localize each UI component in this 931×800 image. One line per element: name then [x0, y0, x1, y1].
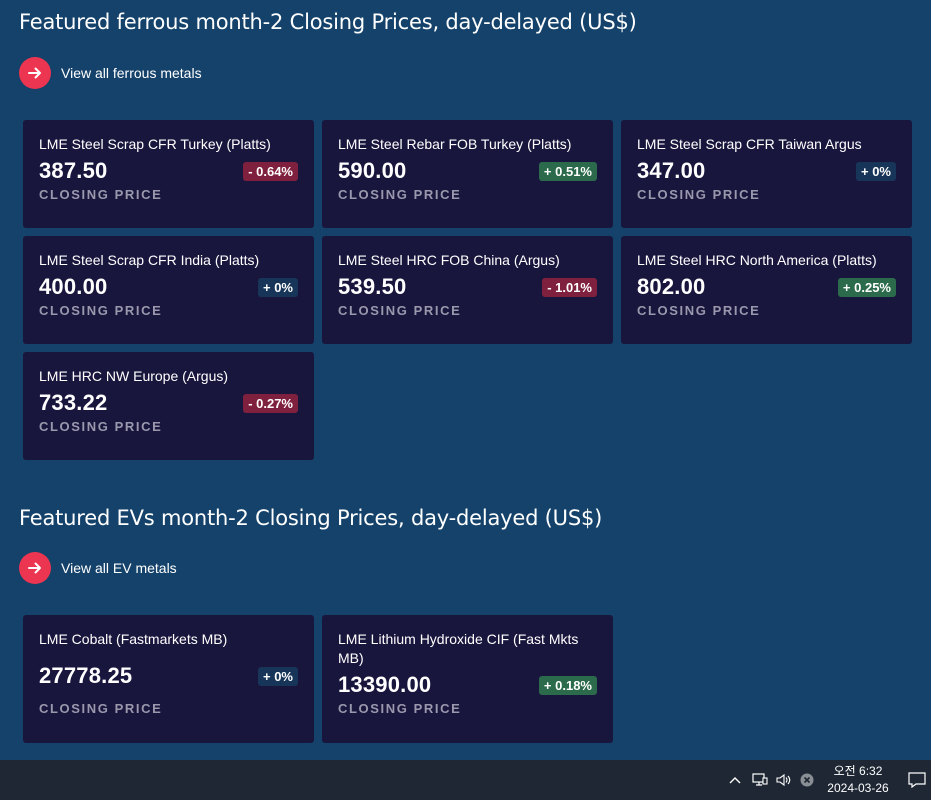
card-price: 387.50: [39, 158, 108, 183]
card-caption: CLOSING PRICE: [39, 187, 163, 202]
card-price: 539.50: [338, 274, 407, 299]
price-card[interactable]: LME Steel Scrap CFR Turkey (Platts) 387.…: [23, 120, 314, 228]
change-badge: - 0.27%: [243, 393, 298, 413]
ferrous-price-grid: LME Steel Scrap CFR Turkey (Platts) 387.…: [23, 120, 913, 460]
arrow-right-icon: [19, 57, 51, 89]
ev-section-title: Featured EVs month-2 Closing Prices, day…: [19, 506, 603, 530]
ev-price-grid: LME Cobalt (Fastmarkets MB) 27778.25 + 0…: [23, 615, 913, 743]
price-card[interactable]: LME Steel HRC North America (Platts) 802…: [621, 236, 912, 344]
price-card[interactable]: LME Steel Scrap CFR Taiwan Argus 347.00 …: [621, 120, 912, 228]
card-price: 590.00: [338, 158, 407, 183]
card-metal-name: LME Lithium Hydroxide CIF (Fast Mkts MB): [338, 631, 579, 666]
change-badge: + 0.25%: [837, 277, 896, 297]
card-caption: CLOSING PRICE: [338, 303, 462, 318]
card-caption: CLOSING PRICE: [338, 187, 462, 202]
price-card[interactable]: LME Steel Rebar FOB Turkey (Platts) 590.…: [322, 120, 613, 228]
chevron-up-icon[interactable]: [726, 760, 744, 800]
card-metal-name: LME Steel Scrap CFR India (Platts): [39, 252, 260, 268]
clock-date: 2024-03-26: [827, 781, 889, 795]
close-circle-icon[interactable]: [798, 760, 816, 800]
volume-icon[interactable]: [774, 760, 794, 800]
change-badge: + 0%: [856, 161, 896, 181]
card-price: 733.22: [39, 390, 108, 415]
view-all-ferrous-link[interactable]: View all ferrous metals: [19, 57, 202, 89]
card-caption: CLOSING PRICE: [637, 303, 761, 318]
windows-taskbar: 오전 6:32 2024-03-26: [0, 760, 931, 800]
ferrous-section-title: Featured ferrous month-2 Closing Prices,…: [19, 10, 637, 34]
card-price: 13390.00: [338, 672, 432, 697]
price-card[interactable]: LME Lithium Hydroxide CIF (Fast Mkts MB)…: [322, 615, 613, 743]
card-caption: CLOSING PRICE: [39, 419, 163, 434]
network-icon[interactable]: [750, 760, 770, 800]
card-caption: CLOSING PRICE: [338, 701, 462, 716]
view-all-ferrous-label: View all ferrous metals: [61, 65, 202, 81]
view-all-ev-label: View all EV metals: [61, 560, 177, 576]
change-badge: - 0.64%: [243, 161, 298, 181]
price-card[interactable]: LME Steel Scrap CFR India (Platts) 400.0…: [23, 236, 314, 344]
card-price: 347.00: [637, 158, 706, 183]
card-metal-name: LME Steel Rebar FOB Turkey (Platts): [338, 136, 572, 152]
card-metal-name: LME Steel Scrap CFR Turkey (Platts): [39, 136, 271, 152]
card-caption: CLOSING PRICE: [637, 187, 761, 202]
view-all-ev-link[interactable]: View all EV metals: [19, 552, 177, 584]
change-badge: + 0.51%: [538, 161, 597, 181]
card-price: 802.00: [637, 274, 706, 299]
card-metal-name: LME Steel HRC North America (Platts): [637, 252, 877, 268]
card-metal-name: LME Steel Scrap CFR Taiwan Argus: [637, 136, 862, 152]
card-caption: CLOSING PRICE: [39, 303, 163, 318]
price-card[interactable]: LME Steel HRC FOB China (Argus) 539.50 -…: [322, 236, 613, 344]
change-badge: + 0.18%: [538, 675, 597, 695]
card-metal-name: LME Cobalt (Fastmarkets MB): [39, 631, 228, 647]
notification-icon[interactable]: [906, 760, 928, 800]
card-caption: CLOSING PRICE: [39, 701, 163, 716]
change-badge: + 0%: [258, 277, 298, 297]
clock-time: 오전 6:32: [833, 764, 883, 778]
change-badge: + 0%: [258, 666, 298, 686]
change-badge: - 1.01%: [542, 277, 597, 297]
card-price: 27778.25: [39, 663, 133, 688]
arrow-right-icon: [19, 552, 51, 584]
price-card[interactable]: LME Cobalt (Fastmarkets MB) 27778.25 + 0…: [23, 615, 314, 743]
system-clock[interactable]: 오전 6:32 2024-03-26: [818, 763, 898, 797]
card-price: 400.00: [39, 274, 108, 299]
card-metal-name: LME HRC NW Europe (Argus): [39, 368, 229, 384]
price-card[interactable]: LME HRC NW Europe (Argus) 733.22 - 0.27%…: [23, 352, 314, 460]
card-metal-name: LME Steel HRC FOB China (Argus): [338, 252, 560, 268]
